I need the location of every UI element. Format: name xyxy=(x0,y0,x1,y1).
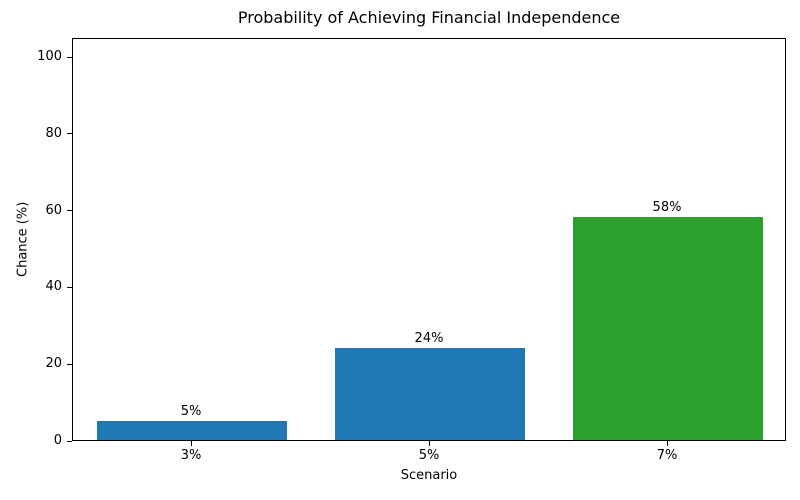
bar-value-label: 58% xyxy=(652,200,682,216)
x-tick-label: 7% xyxy=(656,448,678,463)
y-tick-label: 100 xyxy=(37,49,62,65)
bar xyxy=(96,420,288,440)
y-tick-label: 60 xyxy=(45,202,62,218)
y-tick-label: 0 xyxy=(53,433,62,448)
x-tick-mark xyxy=(666,441,668,446)
y-tick-label: 80 xyxy=(45,125,62,141)
x-tick-label: 3% xyxy=(180,448,202,463)
bar-value-label: 5% xyxy=(180,403,202,419)
bar xyxy=(572,217,764,440)
bar-value-label: 24% xyxy=(414,330,444,346)
x-tick-label: 5% xyxy=(418,448,440,463)
y-axis-label: Chance (%) xyxy=(15,201,31,278)
y-tick-mark xyxy=(67,286,72,288)
y-tick-mark xyxy=(67,56,72,58)
x-tick-mark xyxy=(428,441,430,446)
chart-title: Probability of Achieving Financial Indep… xyxy=(237,8,621,27)
y-tick-mark xyxy=(67,363,72,365)
y-tick-mark xyxy=(67,210,72,212)
y-tick-mark xyxy=(67,133,72,135)
bar xyxy=(334,347,526,440)
x-axis-label: Scenario xyxy=(400,468,458,483)
y-tick-label: 40 xyxy=(45,279,62,295)
y-tick-label: 20 xyxy=(45,356,62,372)
y-tick-mark xyxy=(67,440,72,442)
x-tick-mark xyxy=(190,441,192,446)
plot-area xyxy=(72,38,786,441)
